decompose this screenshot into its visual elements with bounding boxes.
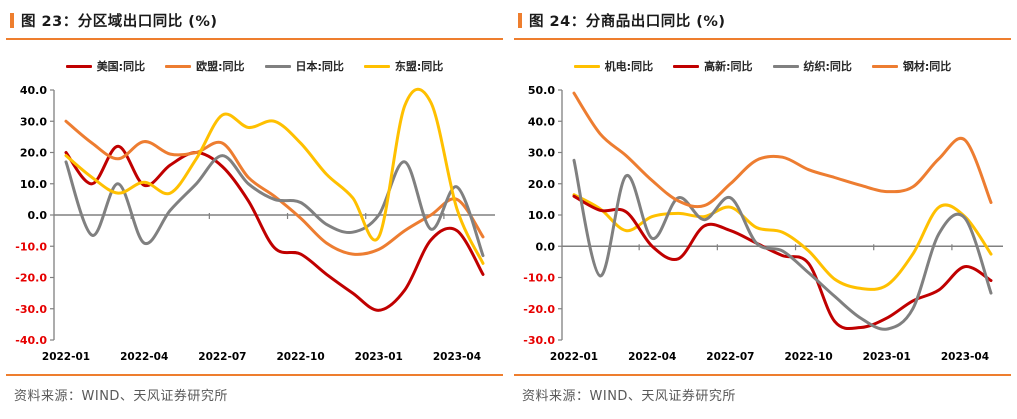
legend-item-3: 钢材:同比 bbox=[871, 58, 952, 74]
series-line-美国:同比 bbox=[64, 144, 485, 312]
y-tick-label: -10.0 bbox=[523, 272, 555, 285]
y-tick-label: 30.0 bbox=[528, 147, 555, 160]
legend-item-3: 东盟:同比 bbox=[363, 58, 444, 74]
legend-label: 欧盟:同比 bbox=[196, 60, 245, 73]
legend-swatch bbox=[363, 64, 390, 68]
y-tick-label: -40.0 bbox=[15, 334, 47, 347]
legend-swatch bbox=[573, 64, 600, 68]
y-tick-label: 40.0 bbox=[528, 115, 555, 128]
legend-label: 纺织:同比 bbox=[803, 60, 852, 73]
x-tick-label: 2022-07 bbox=[198, 351, 246, 363]
figure-24-title: 图 24：分商品出口同比 (%) bbox=[529, 14, 726, 30]
legend-item-1: 高新:同比 bbox=[673, 58, 753, 74]
series-line-高新:同比 bbox=[572, 194, 993, 331]
y-tick-label: -30.0 bbox=[523, 334, 555, 347]
figure-24-title-row: 图 24：分商品出口同比 (%) bbox=[514, 0, 1011, 40]
y-tick-label: 20.0 bbox=[20, 147, 47, 160]
x-tick-label: 2023-01 bbox=[863, 351, 911, 363]
y-tick-label: 10.0 bbox=[528, 209, 555, 222]
chart-24-legend: 机电:同比 高新:同比 纺织:同比 钢材:同比 bbox=[514, 56, 1011, 76]
x-tick-label: 2022-10 bbox=[276, 351, 324, 363]
y-tick-label: -30.0 bbox=[15, 303, 47, 316]
x-tick-label: 2022-01 bbox=[42, 351, 90, 363]
legend-item-1: 欧盟:同比 bbox=[165, 58, 245, 74]
x-tick-label: 2023-04 bbox=[433, 351, 481, 363]
legend-swatch bbox=[871, 64, 898, 68]
y-tick-label: 20.0 bbox=[528, 178, 555, 191]
legend-item-2: 纺织:同比 bbox=[772, 58, 852, 74]
report-figures-row: 图 23：分区域出口同比 (%) 美国:同比 欧盟:同比 日本:同比 东盟:同比 40… bbox=[6, 0, 1011, 404]
figure-23-title-row: 图 23：分区域出口同比 (%) bbox=[6, 0, 503, 40]
source-text: 资料来源：WIND、天风证券研究所 bbox=[14, 389, 228, 404]
x-tick-label: 2022-01 bbox=[550, 351, 598, 363]
series-line-纺织:同比 bbox=[572, 158, 993, 331]
legend-label: 机电:同比 bbox=[604, 60, 654, 73]
title-accent-bar bbox=[10, 13, 14, 28]
legend-swatch bbox=[264, 64, 291, 68]
x-tick-label: 2022-07 bbox=[706, 351, 754, 363]
series-line-日本:同比 bbox=[64, 154, 485, 258]
figure-panel-23: 图 23：分区域出口同比 (%) 美国:同比 欧盟:同比 日本:同比 东盟:同比 40… bbox=[6, 0, 503, 404]
figure-23-title: 图 23：分区域出口同比 (%) bbox=[21, 14, 218, 30]
source-text: 资料来源：WIND、天风证券研究所 bbox=[522, 389, 736, 404]
legend-swatch bbox=[673, 64, 700, 68]
series-line-钢材:同比 bbox=[572, 91, 993, 209]
x-tick-label: 2022-04 bbox=[120, 351, 168, 363]
legend-label: 高新:同比 bbox=[704, 60, 753, 73]
legend-label: 钢材:同比 bbox=[902, 60, 952, 73]
figure-23-source-note: 资料来源：WIND、天风证券研究所 bbox=[6, 374, 503, 404]
legend-label: 日本:同比 bbox=[295, 60, 344, 73]
y-tick-label: 0.0 bbox=[536, 240, 556, 253]
y-tick-label: -10.0 bbox=[15, 240, 47, 253]
x-tick-label: 2022-04 bbox=[628, 351, 676, 363]
y-tick-label: -20.0 bbox=[15, 272, 47, 285]
series-line-东盟:同比 bbox=[64, 87, 485, 265]
legend-label: 美国:同比 bbox=[96, 60, 146, 73]
legend-swatch bbox=[772, 64, 799, 68]
x-tick-label: 2022-10 bbox=[784, 351, 832, 363]
series-line-机电:同比 bbox=[572, 193, 993, 291]
chart-23-legend: 美国:同比 欧盟:同比 日本:同比 东盟:同比 bbox=[6, 56, 503, 76]
legend-label: 东盟:同比 bbox=[394, 60, 444, 73]
y-tick-label: 30.0 bbox=[20, 115, 47, 128]
line-chart-export-by-region: 40.0 30.0 20.0 10.0 0.0 -10.0 -20.0 -30.0 -40.0 2… bbox=[15, 84, 495, 363]
legend-item-0: 机电:同比 bbox=[573, 58, 654, 74]
x-tick-label: 2023-04 bbox=[941, 351, 989, 363]
y-tick-label: 10.0 bbox=[20, 178, 47, 191]
y-tick-label: 40.0 bbox=[20, 84, 47, 97]
line-chart-export-by-commodity: 50.0 40.0 30.0 20.0 10.0 0.0 -10.0 -20.0 -30.0 20… bbox=[523, 84, 1003, 363]
figure-panel-24: 图 24：分商品出口同比 (%) 机电:同比 高新:同比 纺织:同比 钢材:同比 50… bbox=[514, 0, 1011, 404]
y-tick-label: 0.0 bbox=[28, 209, 48, 222]
legend-item-2: 日本:同比 bbox=[264, 58, 344, 74]
legend-swatch bbox=[165, 64, 192, 68]
legend-swatch bbox=[65, 64, 92, 68]
y-tick-label: -20.0 bbox=[523, 303, 555, 316]
x-tick-label: 2023-01 bbox=[355, 351, 403, 363]
y-tick-label: 50.0 bbox=[528, 84, 555, 97]
title-accent-bar bbox=[518, 13, 522, 28]
figure-24-source-note: 资料来源：WIND、天风证券研究所 bbox=[514, 374, 1011, 404]
series-line-欧盟:同比 bbox=[64, 119, 485, 256]
legend-item-0: 美国:同比 bbox=[65, 58, 146, 74]
